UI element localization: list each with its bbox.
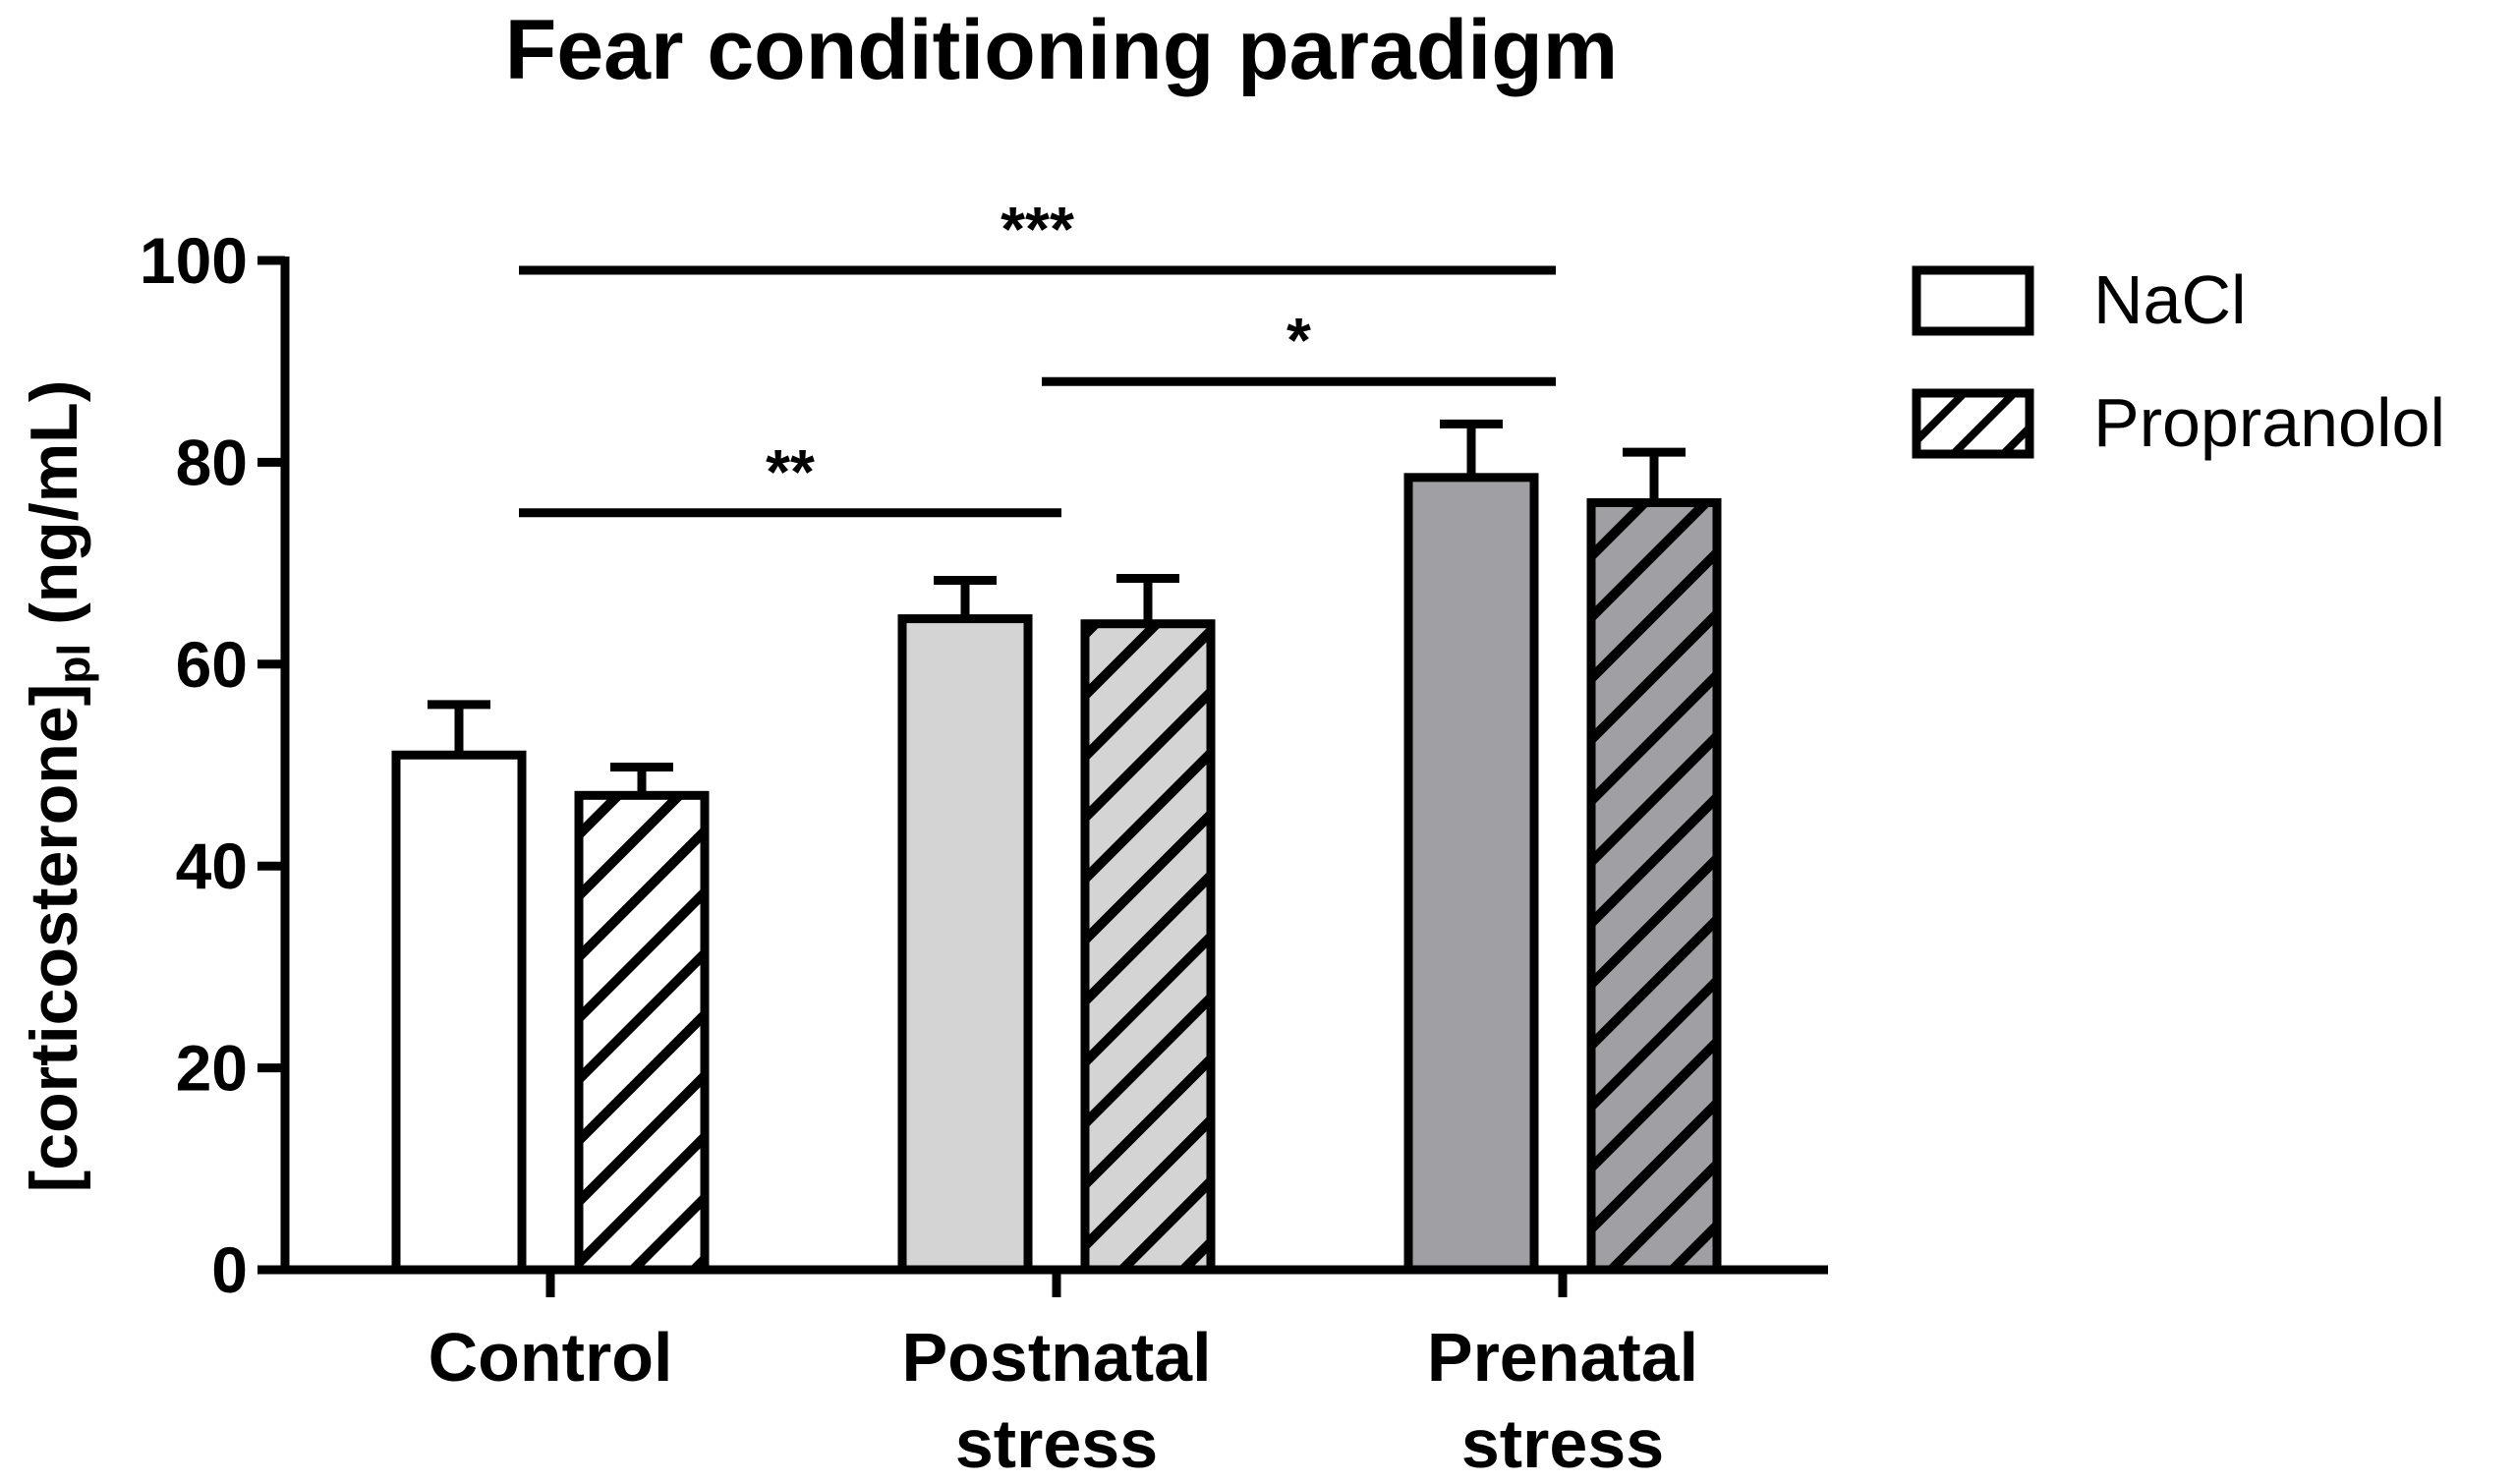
y-axis-label-unit: (ng/mL) — [17, 380, 91, 625]
category-label-0-0: Control — [429, 1319, 673, 1396]
y-tick-label-80: 80 — [176, 426, 248, 498]
bar-propranolol-1 — [1080, 619, 1216, 1275]
y-axis-label-unit-space — [17, 625, 91, 644]
category-label-2-0: Prenatal — [1427, 1319, 1698, 1396]
y-tick-label-100: 100 — [140, 224, 248, 297]
error-bars — [428, 419, 1686, 796]
y-axis-label: [corticosterone]pl (ng/mL) — [17, 380, 99, 1193]
significance-label-0: *** — [1001, 194, 1074, 264]
legend-swatch-nacl — [1912, 265, 2034, 336]
y-tick-label-40: 40 — [176, 829, 248, 902]
legend-swatch-propranolol — [1912, 388, 2034, 459]
y-tick-label-0: 0 — [211, 1233, 248, 1306]
svg-text:[corticosterone]pl (ng/mL): [corticosterone]pl (ng/mL) — [17, 380, 99, 1193]
legend: NaCl Propranolol — [1912, 261, 2445, 461]
y-tick-label-20: 20 — [176, 1032, 248, 1105]
y-axis-label-main: [corticosterone] — [17, 684, 91, 1193]
legend-label-propranolol: Propranolol — [2093, 384, 2445, 461]
bars — [391, 473, 1722, 1275]
legend-label-nacl: NaCl — [2093, 261, 2247, 338]
axes: 0 20 40 60 80 100 Control Postnatal stress Prenat… — [140, 224, 1828, 1482]
category-label-1-1: stress — [955, 1405, 1158, 1482]
significance-label-2: ** — [766, 436, 815, 507]
significance-brackets: ****** — [519, 194, 1556, 518]
bar-propranolol-2 — [1586, 497, 1722, 1275]
y-axis-label-subscript: pl — [48, 644, 99, 684]
bar-nacl-0 — [391, 750, 527, 1275]
significance-label-1: * — [1287, 305, 1311, 375]
category-label-2-1: stress — [1461, 1405, 1664, 1482]
bar-nacl-1 — [897, 614, 1033, 1275]
y-tick-label-60: 60 — [176, 628, 248, 701]
bar-nacl-2 — [1403, 473, 1539, 1275]
category-label-1-0: Postnatal — [901, 1319, 1211, 1396]
chart-title: Fear conditioning paradigm — [505, 3, 1618, 97]
bar-propranolol-0 — [574, 790, 710, 1275]
